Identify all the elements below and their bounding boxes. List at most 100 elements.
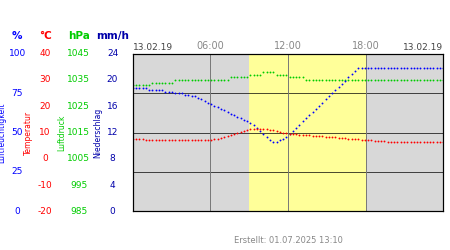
Text: 50: 50 [11,128,23,137]
Text: 13.02.19: 13.02.19 [133,44,173,52]
Point [299,120,306,124]
Point [263,70,270,74]
Point [198,78,205,82]
Point [384,78,392,82]
Point [142,83,149,87]
Point [270,70,277,74]
Point [342,78,349,82]
Point [322,78,329,82]
Point [136,86,143,90]
Point [273,129,280,133]
Point [227,133,234,137]
Text: Erstellt: 01.07.2025 13:10: Erstellt: 01.07.2025 13:10 [234,236,342,245]
Point [155,88,162,92]
Point [378,78,385,82]
Point [184,93,192,97]
Point [132,83,140,87]
Point [142,86,149,90]
Point [234,115,241,119]
Point [142,138,149,141]
Point [171,138,179,142]
Text: %: % [12,31,22,41]
Point [214,78,221,82]
Point [220,135,228,139]
Point [214,105,221,109]
Text: 16: 16 [107,102,118,111]
Point [414,78,421,82]
Point [358,78,365,82]
Point [165,90,172,94]
Point [378,66,385,70]
Point [256,126,264,130]
Point [256,73,264,77]
Point [368,78,375,82]
Point [381,140,388,143]
Point [364,66,372,70]
Text: 100: 100 [9,49,26,58]
Point [132,86,140,90]
Text: -20: -20 [38,207,52,216]
Point [240,76,248,80]
Text: 1045: 1045 [68,49,90,58]
Point [407,140,414,144]
Point [306,113,313,117]
Point [178,138,185,142]
Point [417,78,424,82]
Point [371,139,378,143]
Point [253,126,261,130]
Text: Niederschlag: Niederschlag [94,108,103,158]
Point [427,66,434,70]
Point [410,66,418,70]
Point [224,110,231,114]
Point [256,129,264,133]
Point [207,78,215,82]
Point [364,138,372,142]
Point [407,78,414,82]
Point [436,140,444,144]
Point [319,100,326,104]
Point [355,78,362,82]
Point [240,118,248,122]
Point [391,140,398,144]
Point [338,136,346,140]
Point [368,138,375,142]
Point [319,78,326,82]
Point [397,78,405,82]
Point [358,138,365,141]
Text: Luftfeuchtigkeit: Luftfeuchtigkeit [0,102,7,163]
Point [243,128,251,132]
Point [423,78,431,82]
Point [136,83,143,87]
Point [404,78,411,82]
Point [335,78,342,82]
Point [328,91,336,95]
Point [335,85,342,89]
Point [302,78,310,82]
Point [270,128,277,132]
Text: 1025: 1025 [68,102,90,111]
Point [234,131,241,135]
Point [217,136,225,140]
Point [345,76,352,80]
Point [188,138,195,142]
Point [286,132,293,136]
Point [162,90,169,94]
Point [374,139,382,143]
Point [217,107,225,111]
Point [433,78,440,82]
Point [427,140,434,144]
Point [247,127,254,131]
Point [188,94,195,98]
Point [181,78,189,82]
Point [181,93,189,97]
Point [299,76,306,80]
Point [404,66,411,70]
Text: 0: 0 [42,154,48,163]
Point [194,138,202,142]
Point [162,80,169,84]
Point [198,138,205,142]
Point [436,78,444,82]
Point [322,135,329,139]
Text: 20: 20 [107,76,118,84]
Point [351,69,359,73]
